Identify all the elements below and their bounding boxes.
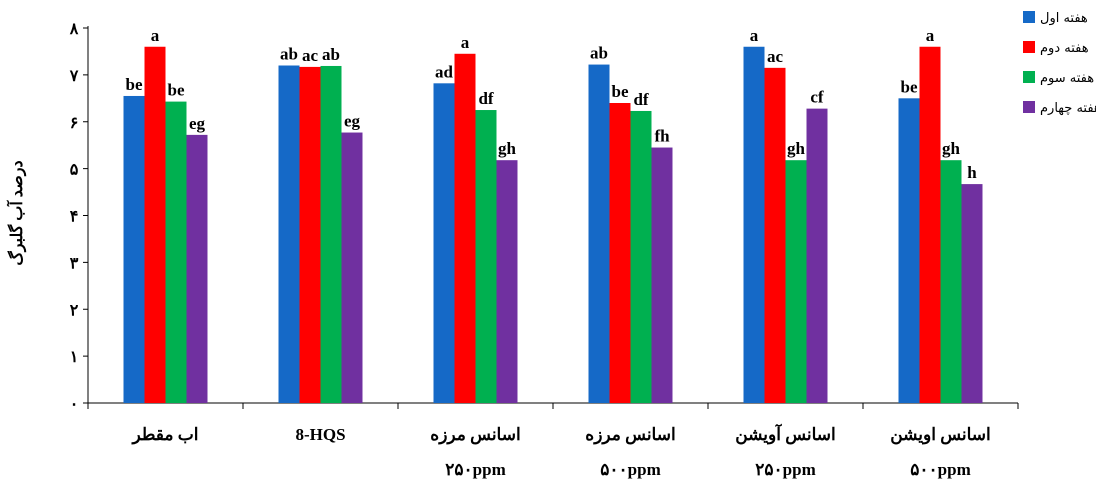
- bar: [278, 65, 300, 403]
- bar-significance-label: ab: [322, 45, 340, 64]
- y-tick-label: ۲: [70, 302, 79, 319]
- y-tick-label: ۴: [70, 209, 79, 226]
- bar: [299, 66, 321, 403]
- x-category-sublabel: ۵۰۰ppm: [600, 460, 660, 479]
- bar-significance-label: df: [633, 90, 648, 109]
- x-category-label: اسانس مرزه: [585, 425, 675, 445]
- x-category-label: اسانس آویشن: [735, 423, 836, 445]
- legend-swatch: [1023, 71, 1035, 83]
- bar: [165, 101, 187, 403]
- x-category-label: 8-HQS: [295, 425, 345, 444]
- y-tick-label: ۳: [70, 255, 79, 272]
- legend-label: هفته سوم: [1040, 71, 1094, 86]
- y-tick-label: ۸: [69, 21, 79, 38]
- bar: [588, 64, 610, 403]
- y-axis-title: درصد آب گلبرگ: [5, 160, 27, 265]
- legend-label: هفته دوم: [1040, 41, 1089, 56]
- x-category-sublabel: ۲۵۰ppm: [445, 460, 505, 479]
- bar-significance-label: ad: [435, 62, 454, 81]
- bar: [123, 95, 145, 403]
- bar-significance-label: be: [126, 75, 143, 94]
- chart-bars: [123, 46, 983, 403]
- bar: [630, 110, 652, 403]
- bar-significance-label: ac: [767, 47, 784, 66]
- bar-significance-label: a: [750, 26, 759, 45]
- y-tick-label: ۰: [70, 396, 79, 413]
- bar-significance-label: ac: [302, 46, 319, 65]
- bar: [496, 160, 518, 403]
- bar: [144, 46, 166, 403]
- legend-label: هفته چهارم: [1040, 101, 1096, 116]
- bar: [743, 46, 765, 403]
- bar: [454, 53, 476, 403]
- x-category-label: اسانس اویشن: [890, 425, 991, 445]
- bar: [320, 65, 342, 403]
- bar: [475, 110, 497, 403]
- chart-legend: هفته اول هفته دوم هفته سوم هفته چهارم: [1023, 11, 1096, 116]
- bar: [785, 160, 807, 403]
- bar: [940, 160, 962, 403]
- y-tick-label: ۱: [70, 349, 79, 366]
- bar: [651, 147, 673, 403]
- bar-significance-label: ab: [280, 45, 298, 64]
- bar: [961, 184, 983, 403]
- bar: [898, 98, 920, 403]
- y-tick-label: ۶: [70, 115, 79, 132]
- legend-swatch: [1023, 101, 1035, 113]
- bar-significance-label: cf: [810, 88, 824, 107]
- bar-significance-label: h: [967, 163, 977, 182]
- y-tick-label: ۷: [69, 68, 79, 85]
- bar: [186, 134, 208, 403]
- bar: [341, 132, 363, 403]
- bar-significance-label: ab: [590, 44, 608, 63]
- bar-significance-label: fh: [654, 127, 670, 146]
- bar-significance-label: gh: [498, 139, 517, 158]
- x-category-label: اسانس مرزه: [430, 425, 520, 445]
- bar: [433, 83, 455, 403]
- chart-category-labels: اب مقطر 8-HQS اسانس مرزه ۲۵۰ppm اسانس مرزه ۵۰…: [130, 423, 990, 479]
- bar: [609, 103, 631, 403]
- legend-label: هفته اول: [1040, 11, 1088, 26]
- y-tick-label: ۵: [70, 162, 79, 179]
- chart-axes: ۰ ۱ ۲ ۳ ۴ ۵ ۶ ۷ ۸: [69, 21, 1019, 413]
- bar-significance-label: a: [151, 26, 160, 45]
- x-category-sublabel: ۲۵۰ppm: [755, 460, 815, 479]
- x-category-label: اب مقطر: [130, 425, 198, 445]
- bar-significance-label: gh: [787, 139, 806, 158]
- legend-swatch: [1023, 41, 1035, 53]
- bar: [764, 67, 786, 403]
- bar-significance-label: a: [926, 26, 935, 45]
- bar-significance-label: gh: [942, 139, 961, 158]
- bar-significance-label: be: [901, 77, 918, 96]
- bar: [919, 46, 941, 403]
- bar-significance-label: df: [478, 89, 493, 108]
- bar-significance-label: be: [612, 82, 629, 101]
- bar-significance-label: eg: [189, 114, 206, 133]
- bar-significance-label: eg: [344, 112, 361, 131]
- bar-significance-label: a: [461, 33, 470, 52]
- x-category-sublabel: ۵۰۰ppm: [910, 460, 970, 479]
- bar: [806, 108, 828, 403]
- bar-significance-label: be: [168, 81, 185, 100]
- legend-swatch: [1023, 11, 1035, 23]
